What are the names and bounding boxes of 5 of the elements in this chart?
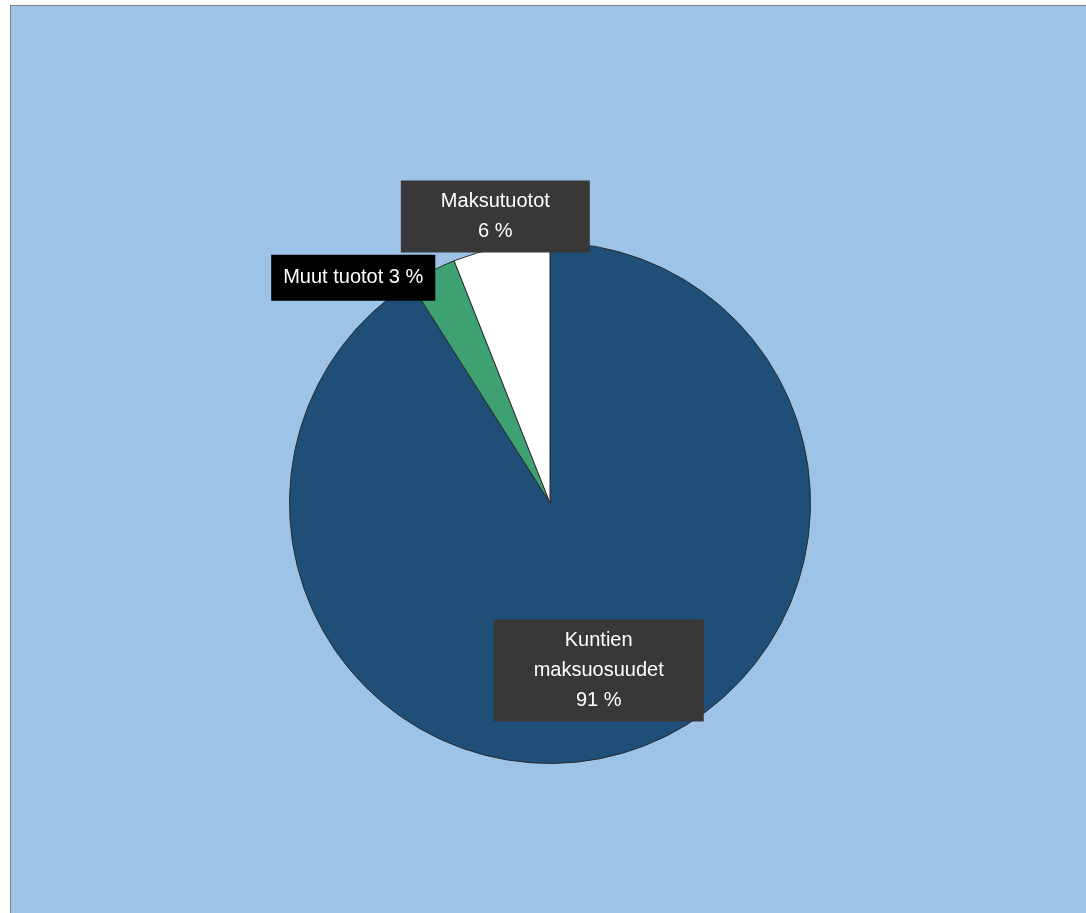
- slice-label: Maksutuotot: [440, 188, 551, 211]
- data-label: 6 %: [478, 218, 513, 241]
- slice-label: Muut tuotot 3 %: [283, 265, 424, 288]
- data-label: 91 %: [575, 688, 622, 711]
- slice-label: Kuntien maksuosuudet: [533, 628, 665, 681]
